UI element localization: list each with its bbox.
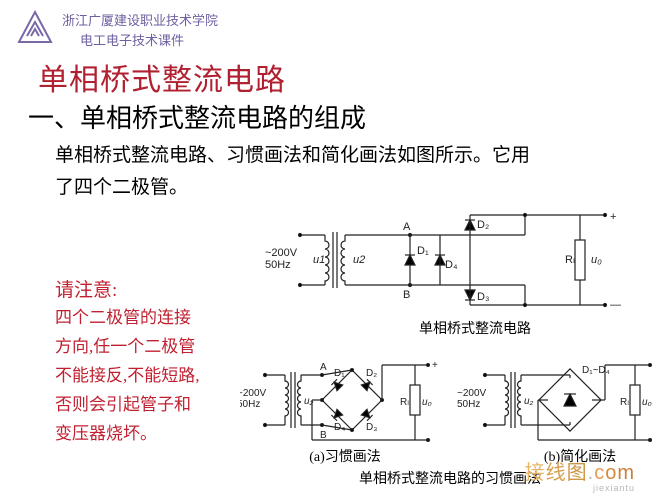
note-line: 不能接反,不能短路,	[55, 361, 235, 390]
f1-D3: D₃	[477, 291, 489, 303]
f2b-bridge: D₁~D₄	[582, 365, 610, 376]
body-line-2: 了四个二极管。	[55, 177, 188, 198]
f2a-RL: Rₗ	[400, 397, 409, 408]
watermark-line1: 接线图.com	[525, 462, 635, 484]
course-name: 电工电子技术课件	[80, 30, 184, 49]
body-line-1: 单相桥式整流电路、习惯画法和简化画法如图所示。它用	[55, 145, 530, 166]
f1-plus: +	[610, 211, 616, 223]
f2a-D2: D₂	[366, 368, 377, 379]
note-title: 请注意:	[55, 275, 117, 302]
f1-u1: u1	[313, 254, 325, 266]
f2a-v: ~200V	[240, 388, 267, 399]
page-title: 单相桥式整流电路	[38, 55, 286, 99]
f2a-A: A	[320, 362, 327, 373]
f1-B: B	[403, 289, 410, 301]
f2b-RL: Rₗ	[620, 397, 629, 408]
caption-a: (a)习惯画法	[285, 446, 405, 466]
caption-top: 单相桥式整流电路	[375, 318, 575, 338]
note-line: 方向,任一个二极管	[55, 332, 235, 361]
figure-top-bridge-rectifier: ~200V 50Hz u1 u2 A B D₁ D₂ D₃ D₄ Rₗ u₀ +…	[265, 210, 655, 345]
note-line: 否则会引起管子和	[55, 390, 235, 419]
f1-uo: u₀	[591, 254, 602, 266]
f1-u2: u2	[353, 254, 365, 266]
f2b-v: ~200V	[457, 388, 487, 399]
f2a-B: B	[320, 430, 327, 441]
section-heading: 一、单相桥式整流电路的组成	[28, 98, 366, 135]
f2a-uo: u₀	[422, 397, 432, 408]
f2a-D4: D₄	[334, 422, 345, 433]
f1-minus: —	[610, 299, 621, 311]
f1-D1: D₁	[417, 245, 429, 257]
f1-input-v: ~200V	[265, 247, 298, 259]
note-line: 变压器烧坏。	[55, 419, 235, 448]
note-line: 四个二极管的连接	[55, 303, 235, 332]
f1-D4: D₄	[445, 259, 458, 271]
f2a-D3: D₃	[366, 422, 377, 433]
f2a-hz: 50Hz	[240, 399, 260, 410]
f2b-hz: 50Hz	[457, 399, 480, 410]
f2a-u2: u₂	[304, 396, 314, 407]
f2a-D1: D₁	[334, 368, 345, 379]
f2b-u2: u₂	[524, 396, 534, 407]
body-paragraph: 单相桥式整流电路、习惯画法和简化画法如图所示。它用 了四个二极管。	[55, 140, 615, 204]
watermark-line2: jiexiantu	[525, 484, 635, 494]
f1-input-hz: 50Hz	[265, 259, 291, 271]
institution-name: 浙江广厦建设职业技术学院	[62, 10, 218, 29]
note-body: 四个二极管的连接方向,任一个二极管不能接反,不能短路,否则会引起管子和变压器烧坏…	[55, 303, 235, 448]
f1-A: A	[403, 221, 411, 233]
f2a-plus: +	[432, 360, 438, 371]
f1-RL: Rₗ	[565, 254, 575, 266]
f2b-uo: u₀	[642, 397, 652, 408]
f1-D2: D₂	[477, 219, 489, 231]
watermark: 接线图.com jiexiantu	[525, 462, 635, 494]
institution-logo	[15, 8, 55, 48]
